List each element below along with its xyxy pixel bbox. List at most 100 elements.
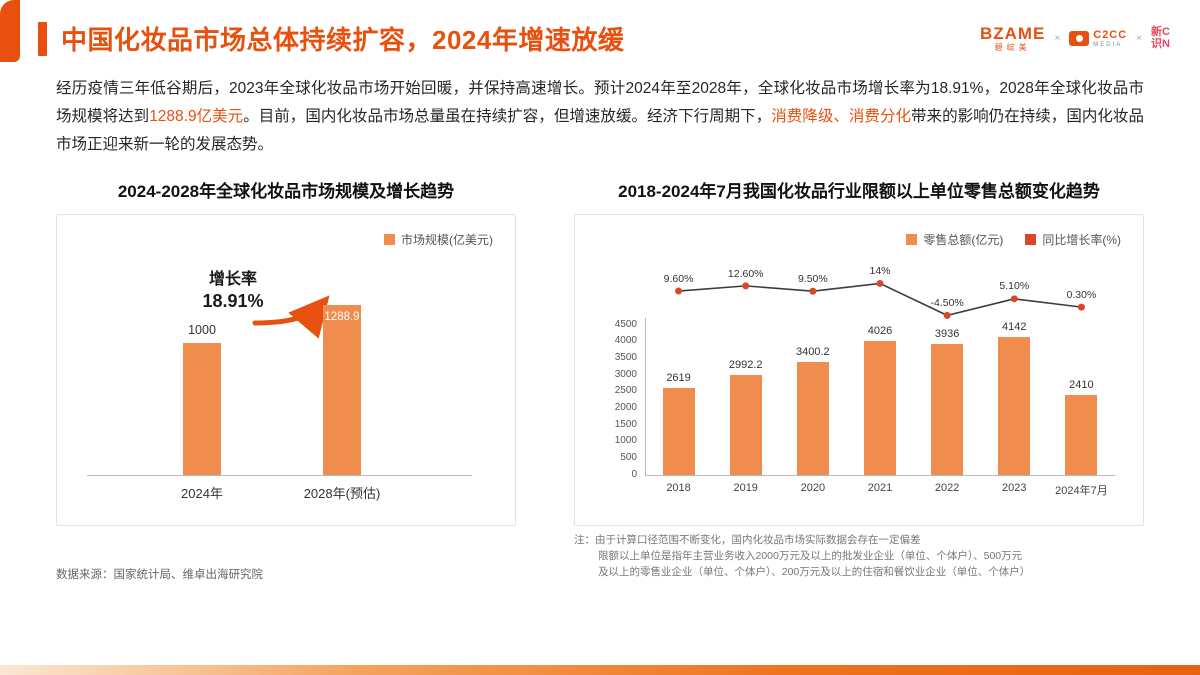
page-title: 中国化妆品市场总体持续扩容，2024年增速放缓 bbox=[61, 25, 625, 55]
left-chart-card: 市场规模(亿美元) 增长率 18.91% 1000 2024年 128 bbox=[56, 213, 516, 526]
y-tick-label: 2500 bbox=[614, 385, 637, 397]
y-tick-label: 1000 bbox=[614, 435, 637, 447]
bar-value-label: 4026 bbox=[867, 324, 893, 337]
retail-total-bar bbox=[998, 336, 1031, 475]
growth-rate-label: 9.60% bbox=[663, 272, 694, 285]
intro-text: 。目前，国内化妆品市场总量虽在持续扩容，但增速放缓。经济下行周期下， bbox=[243, 107, 772, 125]
logo-separator: × bbox=[1054, 33, 1061, 44]
bar-value-label: 2619 bbox=[666, 371, 691, 384]
xinc-logo: 新C 识N bbox=[1151, 25, 1170, 50]
retail-total-legend-label: 零售总额(亿元) bbox=[923, 232, 1004, 247]
x-axis-label: 2021 bbox=[867, 481, 893, 494]
bzame-logo: BZAME 碧绽美 bbox=[980, 25, 1045, 52]
xinc-logo-bottom: 识N bbox=[1151, 37, 1170, 50]
line-point-marker bbox=[943, 311, 951, 319]
y-tick-label: 0 bbox=[631, 468, 637, 480]
growth-rate-label: 9.50% bbox=[797, 272, 828, 285]
y-tick-label: 1500 bbox=[614, 418, 637, 430]
xinc-logo-top: 新C bbox=[1151, 25, 1170, 38]
growth-rate-label: -4.50% bbox=[930, 297, 964, 310]
global-market-chart-section: 2024-2028年全球化妆品市场规模及增长趋势 市场规模(亿美元) 增长率 1… bbox=[56, 177, 516, 526]
growth-rate-label: 5.10% bbox=[999, 280, 1030, 293]
retail-total-bar bbox=[796, 361, 829, 475]
x-axis-label: 2019 bbox=[733, 481, 758, 494]
left-chart-legend: 市场规模(亿美元) bbox=[384, 231, 493, 248]
growth-rate-legend-swatch bbox=[1025, 233, 1037, 245]
x-axis-label: 2024年7月 bbox=[1055, 484, 1108, 497]
line-point-marker bbox=[675, 287, 683, 295]
logo-separator: × bbox=[1136, 33, 1143, 44]
x-axis-label: 2028年(预估) bbox=[303, 485, 381, 501]
x-axis-line bbox=[645, 474, 1115, 476]
market-size-legend-label: 市场规模(亿美元) bbox=[401, 232, 493, 247]
line-point-marker bbox=[742, 282, 750, 290]
x-axis-label: 2020 bbox=[800, 481, 826, 494]
bottom-accent-bar bbox=[0, 665, 1200, 675]
retail-total-legend-swatch bbox=[906, 233, 918, 245]
growth-rate-annotation: 增长率 18.91% bbox=[175, 265, 291, 312]
right-chart-plot: 0 500 1000 1500 2000 2500 3000 3500 4000 4500 2619… bbox=[615, 265, 1115, 510]
right-chart-title: 2018-2024年7月我国化妆品行业限额以上单位零售总额变化趋势 bbox=[618, 181, 1100, 201]
bzame-logo-subtext: 碧绽美 bbox=[994, 43, 1031, 52]
line-point-marker bbox=[1077, 303, 1085, 311]
bar-value-label: 1288.9 bbox=[324, 310, 360, 323]
y-tick-label: 4500 bbox=[614, 318, 637, 330]
bzame-logo-text: BZAME bbox=[979, 24, 1046, 43]
footer-row: 数据来源：国家统计局、维卓出海研究院 注：由于计算口径范围不断变化，国内化妆品市… bbox=[56, 532, 1144, 582]
c2cc-logo: C2CC MEDIA bbox=[1069, 28, 1128, 48]
note-line: 注：由于计算口径范围不断变化，国内化妆品市场实际数据会存在一定偏差 bbox=[574, 533, 921, 546]
retail-total-bar bbox=[729, 374, 762, 475]
logo-row: BZAME 碧绽美 × C2CC MEDIA × 新C 识N bbox=[980, 25, 1170, 52]
y-tick-label: 2000 bbox=[614, 402, 637, 413]
market-size-legend-swatch bbox=[384, 233, 395, 245]
bar-value-label: 3936 bbox=[934, 327, 960, 340]
c2cc-logo-subtext: MEDIA bbox=[1093, 41, 1123, 48]
y-tick-label: 4000 bbox=[614, 335, 637, 347]
y-tick-label: 3500 bbox=[614, 352, 637, 363]
c2cc-logo-text: C2CC bbox=[1093, 28, 1128, 41]
y-tick-label: 500 bbox=[620, 452, 637, 463]
footnote: 注：由于计算口径范围不断变化，国内化妆品市场实际数据会存在一定偏差限额以上单位是… bbox=[574, 532, 1144, 582]
line-point-marker bbox=[809, 287, 817, 295]
x-axis-label: 2018 bbox=[666, 481, 691, 494]
growth-rate-label: 0.30% bbox=[1066, 288, 1097, 301]
retail-total-bar bbox=[931, 343, 964, 475]
retail-total-bar bbox=[662, 387, 695, 475]
bar-value-label: 1000 bbox=[188, 322, 216, 337]
y-axis-line bbox=[645, 317, 646, 476]
left-chart-title: 2024-2028年全球化妆品市场规模及增长趋势 bbox=[117, 181, 455, 201]
data-source-text: 数据来源：国家统计局、维卓出海研究院 bbox=[56, 568, 263, 581]
x-axis-label: 2024年 bbox=[181, 485, 223, 501]
x-axis-line bbox=[87, 474, 472, 476]
line-point-marker bbox=[1010, 294, 1018, 302]
retail-total-bar bbox=[864, 340, 896, 475]
growth-rate-legend-label: 同比增长率(%) bbox=[1042, 232, 1121, 247]
retail-total-chart-section: 2018-2024年7月我国化妆品行业限额以上单位零售总额变化趋势 零售总额(亿… bbox=[574, 177, 1144, 526]
intro-text: 带来的影响仍在持续，国内化妆品市场正迎来新一轮的发展态势。 bbox=[56, 107, 1144, 153]
line-point-marker bbox=[876, 279, 884, 287]
title-accent-bar bbox=[38, 21, 47, 56]
growth-rate-label: 12.60% bbox=[727, 267, 764, 280]
note-line: 限额以上单位是指年主营业务收入2000万元及以上的批发业企业（单位、个体户）、5… bbox=[598, 549, 1023, 562]
intro-paragraph: 经历疫情三年低谷期后，2023年全球化妆品市场开始回暖，并保持高速增长。预计20… bbox=[56, 75, 1144, 159]
bar-value-label: 2992.2 bbox=[728, 358, 763, 371]
c2cc-logo-text-block: C2CC MEDIA bbox=[1093, 28, 1128, 48]
bar-value-label: 2410 bbox=[1069, 378, 1094, 391]
x-axis-label: 2022 bbox=[934, 481, 960, 494]
right-chart-legend: 零售总额(亿元) 同比增长率(%) bbox=[906, 231, 1121, 248]
header: 中国化妆品市场总体持续扩容，2024年增速放缓 BZAME 碧绽美 × C2CC… bbox=[0, 0, 1200, 57]
growth-rate-label: 14% bbox=[869, 265, 891, 278]
corner-accent bbox=[0, 0, 20, 62]
growth-rate-annotation-label: 增长率 bbox=[208, 270, 257, 288]
x-axis-label: 2023 bbox=[1002, 481, 1027, 494]
bar-value-label: 4142 bbox=[1002, 320, 1027, 333]
y-tick-label: 3000 bbox=[614, 368, 637, 380]
charts-row: 2024-2028年全球化妆品市场规模及增长趋势 市场规模(亿美元) 增长率 1… bbox=[56, 177, 1144, 526]
growth-rate-annotation-value: 18.91% bbox=[202, 290, 264, 311]
intro-text: 经历疫情三年低谷期后，2023年全球化妆品市场开始回暖，并保持高速增长。预计20… bbox=[56, 80, 1144, 125]
left-chart-plot: 1000 2024年 1288.9 2028年(预估) bbox=[87, 260, 472, 505]
intro-highlight-text: 消费降级、消费分化 bbox=[771, 107, 912, 125]
market-size-bar bbox=[183, 342, 221, 475]
retail-total-bar bbox=[1065, 394, 1098, 475]
note-line: 及以上的零售业企业（单位、个体户）、200万元及以上的住宿和餐饮业企业（单位、个… bbox=[598, 566, 1031, 579]
